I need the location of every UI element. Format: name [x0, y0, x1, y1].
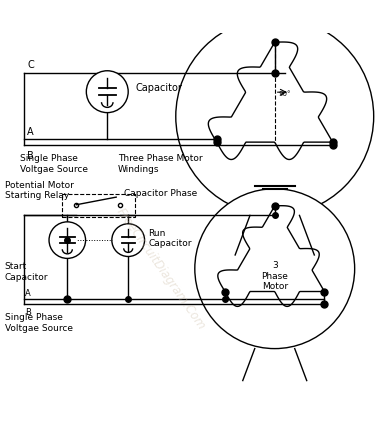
- Bar: [62, 194, 135, 217]
- Text: 3
Phase
Motor: 3 Phase Motor: [261, 261, 288, 291]
- Text: Three Phase Motor
Windings: Three Phase Motor Windings: [118, 154, 202, 174]
- Text: B: B: [26, 308, 31, 317]
- Circle shape: [86, 71, 128, 113]
- Text: Single Phase
Voltgae Source: Single Phase Voltgae Source: [5, 313, 73, 333]
- Text: C: C: [28, 60, 34, 70]
- Text: Capacitor: Capacitor: [136, 83, 183, 93]
- Text: Start
Capacitor: Start Capacitor: [5, 262, 48, 281]
- Text: Capacitor Phase: Capacitor Phase: [125, 189, 197, 198]
- Text: Potential Motor
Starting Relay: Potential Motor Starting Relay: [5, 181, 73, 200]
- Circle shape: [176, 17, 374, 215]
- Text: A: A: [26, 289, 31, 297]
- Circle shape: [195, 189, 354, 349]
- Circle shape: [49, 222, 86, 258]
- Text: 90°: 90°: [278, 91, 291, 97]
- Text: Run
Capacitor: Run Capacitor: [148, 228, 192, 248]
- Circle shape: [112, 224, 144, 256]
- Text: A: A: [28, 128, 34, 137]
- Text: B: B: [28, 151, 34, 161]
- Text: FreeCircuitDiagram.Com: FreeCircuitDiagram.Com: [113, 205, 208, 332]
- Text: Single Phase
Voltgae Source: Single Phase Voltgae Source: [20, 154, 88, 174]
